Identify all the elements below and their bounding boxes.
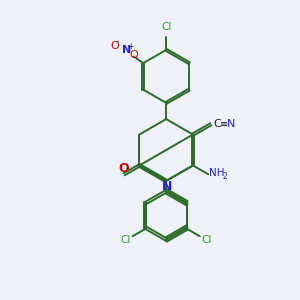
Text: O: O	[110, 41, 119, 51]
Text: N: N	[162, 180, 172, 193]
Text: N: N	[227, 119, 235, 129]
Text: +: +	[128, 42, 134, 51]
Text: NH: NH	[209, 168, 224, 178]
Text: Cl: Cl	[161, 22, 171, 32]
Text: N: N	[122, 45, 131, 55]
Text: -: -	[116, 37, 119, 46]
Text: Cl: Cl	[120, 236, 130, 245]
Text: Cl: Cl	[202, 236, 212, 245]
Text: ≡: ≡	[220, 119, 228, 129]
Text: 2: 2	[223, 172, 227, 181]
Text: O: O	[119, 162, 129, 175]
Text: C: C	[213, 119, 221, 129]
Text: O: O	[130, 50, 139, 60]
